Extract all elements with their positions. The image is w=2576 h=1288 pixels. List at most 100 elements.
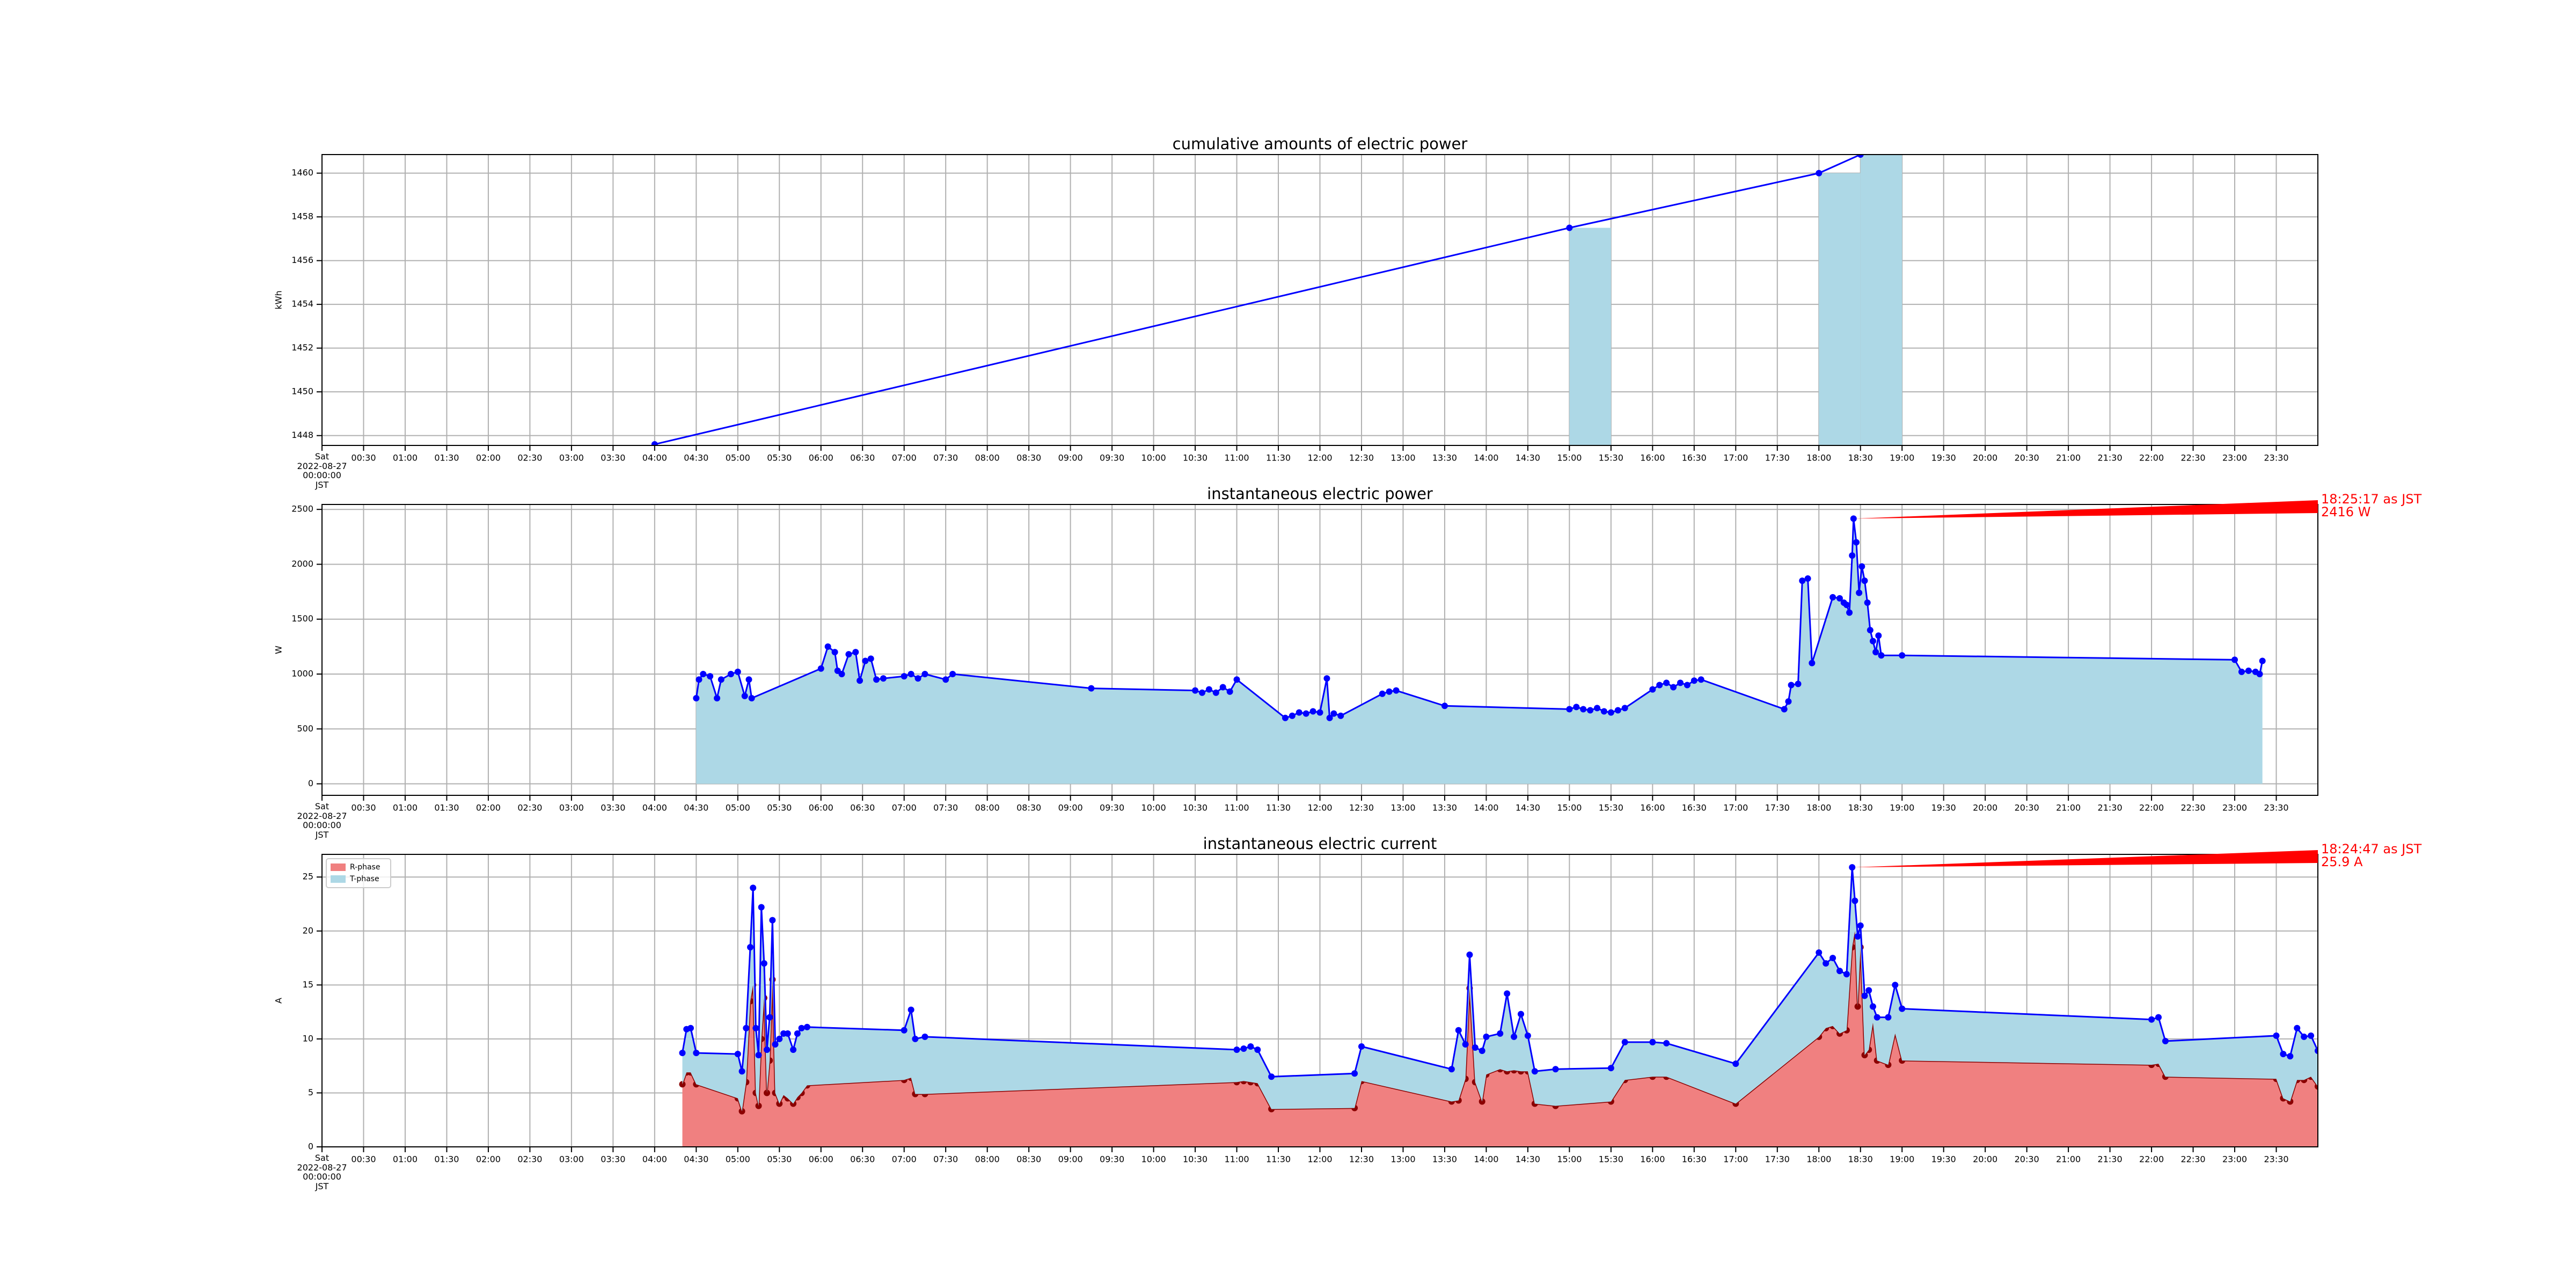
marker (750, 884, 757, 891)
y-tick-label: 1452 (291, 342, 313, 353)
marker (2155, 1014, 2162, 1021)
x-tick-label: 18:30 (1848, 453, 1873, 463)
marker (748, 694, 755, 701)
marker (1205, 686, 1212, 693)
marker (1212, 689, 1219, 696)
marker (1872, 649, 1879, 656)
marker (700, 670, 707, 677)
y-tick-label: 20 (303, 925, 313, 935)
x-tick-label: 04:00 (642, 453, 667, 463)
marker (2308, 1032, 2315, 1039)
marker (1795, 680, 1802, 687)
x-tick-label: 02:30 (517, 453, 542, 463)
marker (867, 655, 874, 662)
legend-label: T-phase (349, 875, 379, 883)
x-tick-label: 06:00 (809, 803, 833, 813)
x-tick-label: 19:00 (1890, 453, 1914, 463)
axes-frame (321, 154, 2318, 446)
marker (727, 670, 734, 677)
x-tick-label: 17:00 (1723, 803, 1748, 813)
marker (1809, 660, 1816, 667)
x-tick-label: 02:00 (476, 1154, 501, 1165)
x-tick-label: 10:00 (1141, 1154, 1166, 1165)
x-tick-label: 13:30 (1432, 453, 1457, 463)
marker (743, 1024, 750, 1031)
x-tick-label: 14:30 (1516, 453, 1540, 463)
marker (1858, 563, 1865, 570)
marker (1483, 1033, 1490, 1040)
x-tick-label: 14:00 (1474, 1154, 1498, 1165)
marker (1781, 706, 1788, 713)
marker (1816, 949, 1823, 956)
marker (1379, 690, 1386, 697)
x-tick-label: 18:00 (1806, 453, 1831, 463)
marker (714, 694, 721, 701)
legend-label: R-phase (350, 863, 380, 872)
marker (1302, 710, 1309, 717)
x-tick-label: 16:30 (1682, 803, 1707, 813)
marker (1233, 676, 1240, 683)
marker (794, 1030, 801, 1037)
marker (1448, 1066, 1455, 1073)
x-tick-label: 02:30 (517, 1154, 542, 1165)
y-axis-label: A (274, 998, 284, 1004)
marker (1823, 960, 1829, 967)
x-tick-label: 10:00 (1141, 453, 1166, 463)
x-tick-label: 02:00 (476, 803, 501, 813)
x-tick-label: Sat 2022-08-27 00:00:00 JST (297, 801, 347, 840)
marker (760, 960, 767, 967)
marker (1663, 679, 1670, 686)
x-tick-label: 12:30 (1349, 1154, 1374, 1165)
y-tick-label: 2500 (291, 504, 313, 514)
x-tick-label: 20:30 (2015, 1154, 2039, 1165)
marker (1788, 682, 1795, 689)
marker (1875, 632, 1882, 639)
marker (776, 1035, 783, 1042)
x-tick-label: 05:30 (767, 803, 792, 813)
bar (1569, 228, 1611, 445)
marker (1843, 602, 1850, 609)
marker (1472, 1044, 1479, 1051)
x-tick-label: 00:30 (351, 803, 376, 813)
marker (921, 1033, 928, 1040)
marker (862, 657, 869, 664)
marker (1861, 992, 1868, 999)
marker (1566, 706, 1573, 713)
marker (2287, 1053, 2294, 1060)
marker (1816, 170, 1823, 177)
x-tick-label: 14:00 (1474, 803, 1498, 813)
marker (1247, 1043, 1254, 1050)
chart-title: instantaneous electric power (1207, 485, 1433, 503)
x-tick-label: 23:30 (2264, 1154, 2288, 1165)
marker (1233, 1046, 1240, 1053)
x-tick-label: 15:00 (1557, 1154, 1582, 1165)
marker (1853, 539, 1860, 546)
marker (803, 1023, 810, 1030)
x-tick-label: 07:00 (892, 453, 917, 463)
marker (845, 651, 852, 658)
plot-area (651, 155, 1902, 445)
axes-frame (321, 504, 2318, 796)
x-tick-label: 18:30 (1848, 803, 1873, 813)
marker (1351, 1070, 1358, 1077)
plot-area (679, 864, 2318, 1147)
marker (1899, 652, 1906, 659)
marker (1785, 698, 1792, 705)
marker (901, 1027, 908, 1034)
x-tick-label: 13:00 (1391, 803, 1415, 813)
y-tick-label: 15 (303, 979, 313, 990)
marker (1198, 689, 1205, 696)
marker (1829, 594, 1836, 601)
marker (880, 675, 887, 682)
x-tick-label: 14:00 (1474, 453, 1498, 463)
marker (651, 441, 658, 445)
x-tick-label: 02:30 (517, 803, 542, 813)
x-tick-label: 00:30 (351, 453, 376, 463)
marker (1607, 1065, 1614, 1072)
y-tick-label: 25 (303, 872, 313, 882)
marker (1192, 687, 1199, 694)
x-tick-label: 22:30 (2181, 453, 2206, 463)
marker (1309, 708, 1316, 715)
x-tick-label: 19:00 (1890, 1154, 1914, 1165)
